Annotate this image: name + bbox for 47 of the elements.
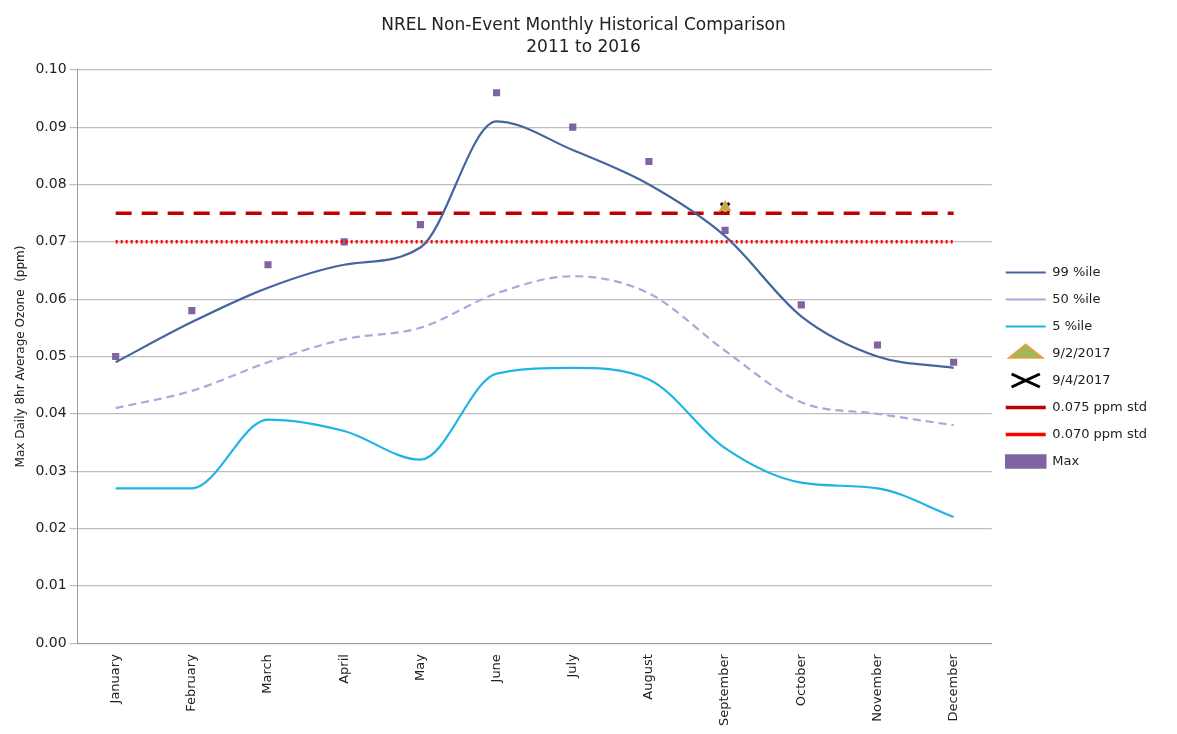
x-tick-label: March xyxy=(259,654,275,694)
x-tick-label: August xyxy=(640,654,656,700)
legend-label: 0.070 ppm std xyxy=(1052,425,1148,441)
y-tick-label: 0.05 xyxy=(35,347,67,364)
x-tick-label: February xyxy=(183,653,199,712)
legend-label: Max xyxy=(1052,452,1080,468)
point xyxy=(873,341,882,349)
legend-label: 5 %ile xyxy=(1052,317,1093,333)
y-tick-label: 0.06 xyxy=(35,289,67,306)
chart-subtitle: 2011 to 2016 xyxy=(526,36,641,57)
y-tick-label: 0.02 xyxy=(35,519,67,536)
point xyxy=(950,358,958,366)
x-tick-label: September xyxy=(716,653,732,726)
line-series xyxy=(114,275,955,427)
y-tick-label: 0.01 xyxy=(35,576,67,593)
y-tick-label: 0.07 xyxy=(35,232,67,249)
point xyxy=(569,123,577,131)
legend-label: 9/4/2017 xyxy=(1052,371,1111,387)
point xyxy=(416,221,424,229)
point xyxy=(112,352,120,361)
point xyxy=(492,89,501,97)
line-series xyxy=(114,366,955,519)
legend-label: 50 %ile xyxy=(1052,290,1101,306)
y-tick-label: 0.10 xyxy=(35,60,67,77)
x-tick-label: December xyxy=(945,653,961,722)
point xyxy=(645,157,653,166)
x-tick-label: July xyxy=(564,653,580,679)
legend-label: 9/2/2017 xyxy=(1052,344,1111,360)
y-axis-title: Max Daily 8hr Average Ozone (ppm) xyxy=(13,245,28,468)
point xyxy=(797,301,805,309)
x-tick-label: January xyxy=(107,653,123,705)
point xyxy=(721,226,729,234)
x-tick-label: May xyxy=(411,653,427,682)
x-tick-label: April xyxy=(335,654,351,684)
y-tick-label: 0.04 xyxy=(35,404,67,421)
y-tick-label: 0.00 xyxy=(35,633,67,650)
chart-title: NREL Non-Event Monthly Historical Comparison xyxy=(381,13,786,34)
point xyxy=(264,261,272,269)
point xyxy=(188,307,196,315)
legend-label: 99 %ile xyxy=(1052,263,1101,279)
legend-label: 0.075 ppm std xyxy=(1052,398,1148,414)
x-tick-label: November xyxy=(868,653,884,722)
y-tick-label: 0.08 xyxy=(35,175,67,192)
y-tick-label: 0.03 xyxy=(35,461,67,478)
y-tick-label: 0.09 xyxy=(35,117,67,134)
x-tick-label: June xyxy=(487,654,503,684)
x-tick-label: October xyxy=(792,653,808,707)
